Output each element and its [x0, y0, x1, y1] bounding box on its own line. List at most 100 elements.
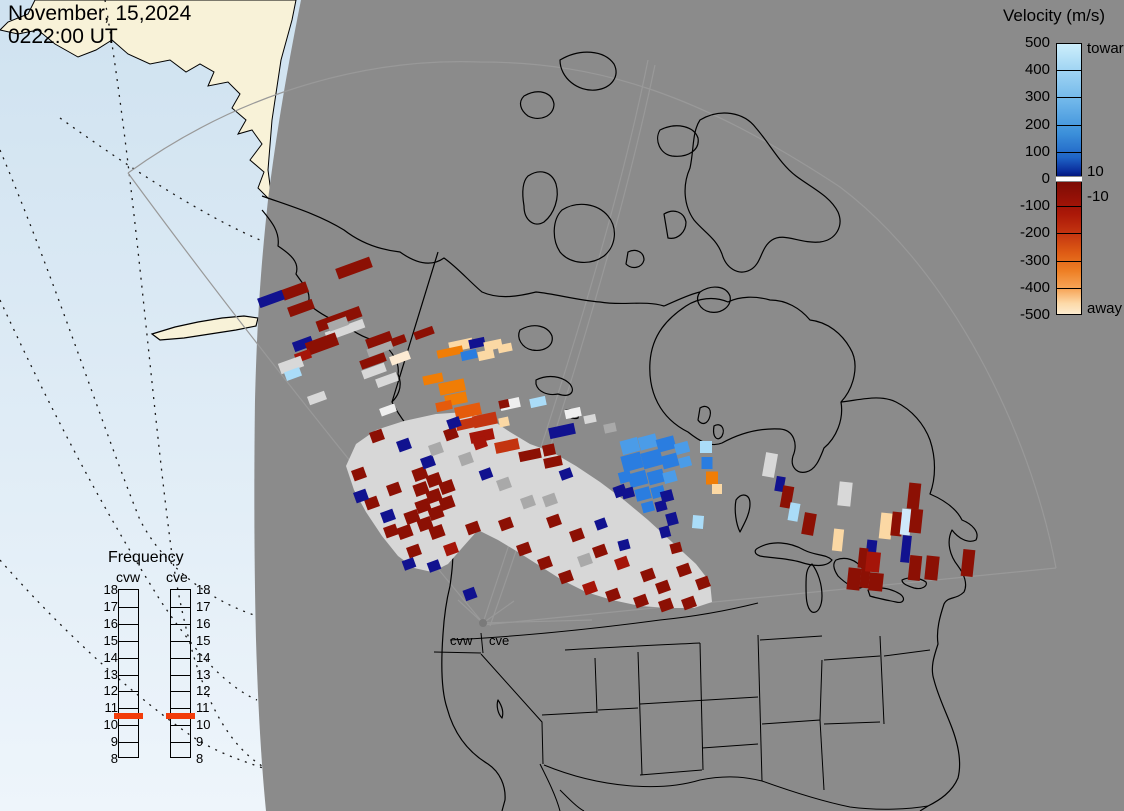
radar-cell [541, 443, 557, 457]
radar-cell [426, 559, 442, 573]
radar-cell [383, 523, 399, 539]
freq-tick-9: 9 [110, 734, 118, 750]
radar-cell [617, 538, 631, 552]
freq-tick-15: 15 [103, 632, 118, 648]
radar-cell [420, 454, 436, 470]
radar-cell [494, 438, 520, 454]
radar-cell [291, 335, 315, 353]
radar-cell [676, 562, 692, 578]
velocity-tick-line [1056, 70, 1082, 72]
radar-cell [619, 436, 641, 456]
radar-cell [669, 541, 683, 555]
radar-cell [353, 488, 369, 504]
radar-cell [483, 338, 503, 352]
radar-cell [787, 502, 801, 522]
radar-cell [472, 435, 488, 451]
freq-cell-line [171, 691, 190, 693]
radar-cell [411, 465, 429, 483]
radar-cell [516, 541, 532, 557]
radar-cell [413, 325, 435, 341]
velocity-tick-line [1056, 97, 1082, 99]
radar-cell [712, 484, 722, 494]
radar-cell [857, 547, 869, 569]
radar-cell [691, 515, 705, 529]
radar-cell [859, 567, 871, 589]
radar-cell [564, 406, 582, 420]
radar-cell [280, 281, 310, 301]
velocity-tick--100: -100 [1019, 197, 1050, 215]
radar-cell [594, 517, 608, 531]
radar-cell [681, 595, 697, 611]
minus10-label: -10 [1087, 188, 1109, 205]
radar-cell [637, 433, 659, 451]
alaska-peninsula [150, 315, 259, 341]
radar-cell [396, 523, 414, 541]
radar-cell [468, 336, 486, 350]
radar-cell [428, 523, 446, 541]
political-borders [433, 602, 931, 811]
radar-cell [472, 411, 498, 429]
radar-cell [465, 520, 481, 536]
freq-col-cve-label: cve [166, 569, 188, 585]
radar-cell [327, 316, 349, 332]
radar-cell [614, 555, 630, 571]
radar-cell [412, 480, 430, 498]
freq-tick-10: 10 [103, 717, 118, 733]
freq-tick-12: 12 [103, 683, 118, 699]
radar-cell [537, 555, 553, 571]
freq-cell-line [119, 742, 138, 744]
velocity-tick-0: 0 [1041, 170, 1050, 187]
radar-cell [640, 448, 664, 470]
velocity-tick--500: -500 [1019, 306, 1050, 323]
radar-cell [546, 513, 562, 529]
radar-cell [458, 451, 474, 467]
freq-cell-line [119, 674, 138, 676]
freq-cell-line [119, 657, 138, 659]
radar-cell [654, 499, 668, 513]
radar-cell [455, 417, 477, 431]
freq-tick-10: 10 [196, 717, 211, 733]
radar-cell [620, 486, 636, 500]
freq-cell-line [119, 623, 138, 625]
velocity-legend-title: Velocity (m/s) [1003, 6, 1106, 25]
freq-tick-16: 16 [103, 615, 118, 631]
radar-cell [460, 348, 478, 362]
radar-cell [634, 486, 652, 502]
radar-cell [518, 447, 542, 463]
radar-cell [438, 494, 456, 512]
velocity-tick-300: 300 [1024, 88, 1050, 106]
night-region [254, 0, 1124, 811]
radar-cell [416, 515, 434, 533]
radar-cell [542, 492, 558, 508]
radar-cell [304, 332, 340, 356]
radar-cell [658, 597, 674, 613]
freq-marker-cvw [114, 712, 143, 719]
radar-cell [520, 494, 536, 510]
freq-tick-9: 9 [196, 734, 204, 750]
radar-cell [498, 399, 510, 409]
radar-cell [864, 551, 882, 573]
velocity-tick-500: 500 [1024, 34, 1050, 51]
freq-cell-line [119, 691, 138, 693]
radar-cell [620, 451, 644, 473]
radar-cell [617, 470, 633, 484]
freq-tick-13: 13 [196, 666, 211, 682]
radar-cell [335, 256, 373, 280]
radar-cell [701, 457, 713, 469]
time-text: 0222:00 UT [8, 25, 118, 48]
radar-cell [837, 481, 853, 507]
timestamp-block: November, 15,2024 0222:00 UT [8, 2, 191, 48]
freq-tick-12: 12 [196, 683, 211, 699]
radar-data-cells [257, 256, 976, 613]
radar-cell [640, 500, 656, 514]
freq-tick-8: 8 [110, 751, 118, 766]
date-text: November, 15,2024 [8, 2, 192, 25]
radar-cell [462, 586, 478, 602]
radar-cell [414, 497, 432, 515]
radar-cell [401, 557, 417, 571]
freq-scale-cvw [118, 589, 139, 758]
radar-cell [529, 395, 547, 409]
freq-marker-cve [166, 712, 195, 719]
freq-tick-17: 17 [196, 598, 211, 614]
